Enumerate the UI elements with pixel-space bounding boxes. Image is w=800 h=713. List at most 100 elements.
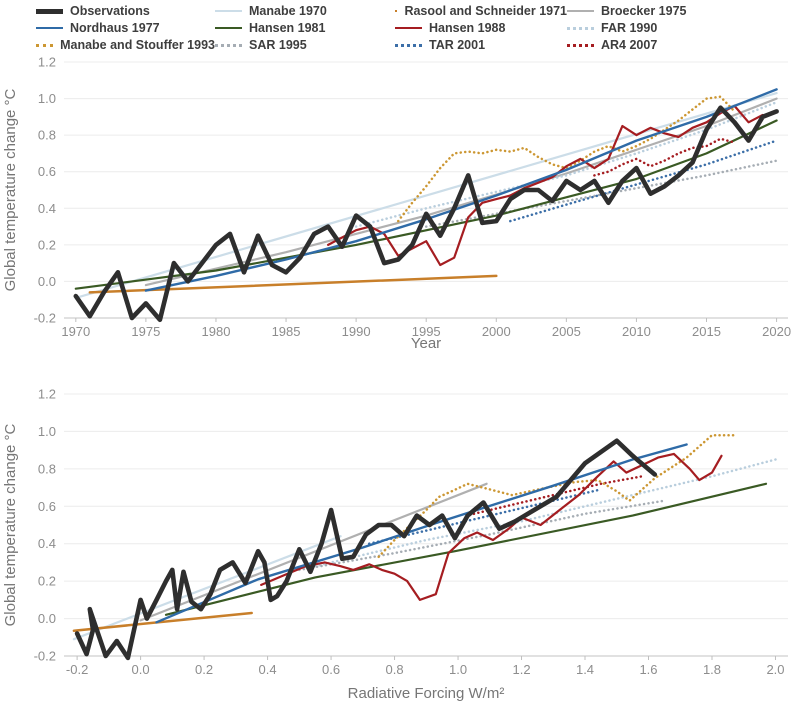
y-tick-label: 1.0 xyxy=(38,424,56,439)
legend-label: Hansen 1981 xyxy=(249,21,326,35)
legend-swatch-ms1993 xyxy=(36,43,54,47)
x-tick-label: 1.8 xyxy=(703,662,721,677)
x-tick-label: -0.2 xyxy=(66,662,88,677)
legend: Observations Manabe 1970 Rasool and Schnei… xyxy=(36,3,686,53)
x-tick-label: 2010 xyxy=(622,324,651,339)
x-tick-label: 1.2 xyxy=(512,662,530,677)
y-tick-label: 1.0 xyxy=(38,91,56,106)
x-axis-title-forcing: Radiative Forcing W/m² xyxy=(348,685,505,702)
x-tick-label: 1995 xyxy=(412,324,441,339)
y-tick-label: 0.6 xyxy=(38,499,56,514)
x-tick-label: 0.8 xyxy=(386,662,404,677)
y-axis-title-temp-bottom: Global temperature change °C xyxy=(2,423,19,626)
x-axis-title-year: Year xyxy=(411,335,441,352)
chart-year: Year Global temperature change °C -0.2 0.… xyxy=(2,55,791,353)
legend-item-manabe1970: Manabe 1970 xyxy=(215,3,395,19)
series-hansen1981 xyxy=(74,119,778,290)
legend-swatch-far1990 xyxy=(567,26,594,30)
series-hansen1981 xyxy=(164,482,768,616)
legend-item-hansen1988: Hansen 1988 xyxy=(395,20,567,36)
x-tick-label: 2.0 xyxy=(766,662,784,677)
x-tick-label: 0.6 xyxy=(322,662,340,677)
x-tick-label: 2005 xyxy=(552,324,581,339)
y-tick-label: 0.0 xyxy=(38,611,56,626)
y-axis-title-temp-top: Global temperature change °C xyxy=(2,88,19,291)
x-tick-label: 1.0 xyxy=(449,662,467,677)
legend-item-ar4_2007: AR4 2007 xyxy=(567,37,686,53)
series-ar4_2007 xyxy=(472,475,644,516)
legend-label: FAR 1990 xyxy=(601,21,658,35)
legend-label: Broecker 1975 xyxy=(601,4,687,18)
legend-item-sar1995: SAR 1995 xyxy=(215,37,395,53)
y-tick-label: 0.8 xyxy=(38,128,56,143)
legend-label: TAR 2001 xyxy=(429,38,486,52)
series-far1990 xyxy=(313,458,777,568)
x-tick-label: 2020 xyxy=(762,324,791,339)
series-obs xyxy=(74,438,658,661)
y-tick-label: 0.4 xyxy=(38,536,56,551)
x-tick-label: 0.4 xyxy=(259,662,277,677)
legend-item-hansen1981: Hansen 1981 xyxy=(215,20,395,36)
legend-swatch-rasool1971 xyxy=(395,10,398,12)
series-sar1995 xyxy=(298,499,666,572)
legend-swatch-manabe1970 xyxy=(215,10,242,12)
series-nordhaus1977 xyxy=(144,88,778,292)
legend-label: Hansen 1988 xyxy=(429,21,506,35)
y-tick-label: -0.2 xyxy=(34,649,56,664)
y-tick-label: 0.8 xyxy=(38,461,56,476)
series-obs xyxy=(73,105,779,323)
y-tick-label: 1.2 xyxy=(38,387,56,402)
x-tick-label: 1970 xyxy=(61,324,90,339)
legend-label: AR4 2007 xyxy=(601,38,658,52)
x-tick-label: 1.4 xyxy=(576,662,594,677)
y-tick-label: -0.2 xyxy=(34,311,56,326)
legend-swatch-ar4_2007 xyxy=(567,43,594,47)
legend-item-broecker1975: Broecker 1975 xyxy=(567,3,686,19)
series-ms1993 xyxy=(396,95,736,223)
legend-label: Observations xyxy=(70,4,150,18)
legend-swatch-sar1995 xyxy=(215,43,242,47)
legend-label: Manabe and Stouffer 1993 xyxy=(60,38,215,52)
legend-swatch-obs xyxy=(36,8,63,14)
legend-item-rasool1971: Rasool and Schneider 1971 xyxy=(395,3,567,19)
x-tick-label: 1985 xyxy=(272,324,301,339)
legend-swatch-hansen1981 xyxy=(215,27,242,29)
x-tick-label: 2015 xyxy=(692,324,721,339)
y-tick-label: 0.2 xyxy=(38,574,56,589)
legend-label: Manabe 1970 xyxy=(249,4,327,18)
x-tick-label: 1975 xyxy=(131,324,160,339)
legend-item-obs: Observations xyxy=(36,3,215,19)
x-tick-label: 0.2 xyxy=(195,662,213,677)
x-tick-label: 1980 xyxy=(202,324,231,339)
legend-swatch-nordhaus1977 xyxy=(36,27,63,29)
x-tick-label: 1990 xyxy=(342,324,371,339)
series-nordhaus1977 xyxy=(155,443,688,624)
x-tick-label: 2000 xyxy=(482,324,511,339)
legend-item-ms1993: Manabe and Stouffer 1993 xyxy=(36,37,215,53)
series-hansen1988 xyxy=(260,452,723,601)
y-tick-label: 0.6 xyxy=(38,164,56,179)
series-manabe1970 xyxy=(74,91,778,299)
y-tick-label: 0.2 xyxy=(38,237,56,252)
chart-forcing: Radiative Forcing W/m² Global temperatur… xyxy=(2,387,788,702)
legend-label: SAR 1995 xyxy=(249,38,307,52)
x-tick-label: 1.6 xyxy=(639,662,657,677)
x-tick-label: 0.0 xyxy=(132,662,150,677)
legend-swatch-hansen1988 xyxy=(395,27,422,29)
legend-label: Nordhaus 1977 xyxy=(70,21,160,35)
legend-item-nordhaus1977: Nordhaus 1977 xyxy=(36,20,215,36)
y-tick-label: 1.2 xyxy=(38,55,56,70)
series-sar1995 xyxy=(424,159,778,228)
series-tar2001 xyxy=(509,139,778,223)
series-ms1993 xyxy=(377,433,736,559)
legend-item-far1990: FAR 1990 xyxy=(567,20,686,36)
y-tick-label: 0.4 xyxy=(38,201,56,216)
series-rasool1971 xyxy=(88,274,498,294)
series-ar4_2007 xyxy=(593,137,736,177)
legend-label: Rasool and Schneider 1971 xyxy=(404,4,567,18)
y-tick-label: 0.0 xyxy=(38,274,56,289)
legend-item-tar2001: TAR 2001 xyxy=(395,37,567,53)
series-rasool1971 xyxy=(72,611,253,632)
legend-swatch-broecker1975 xyxy=(567,10,594,12)
